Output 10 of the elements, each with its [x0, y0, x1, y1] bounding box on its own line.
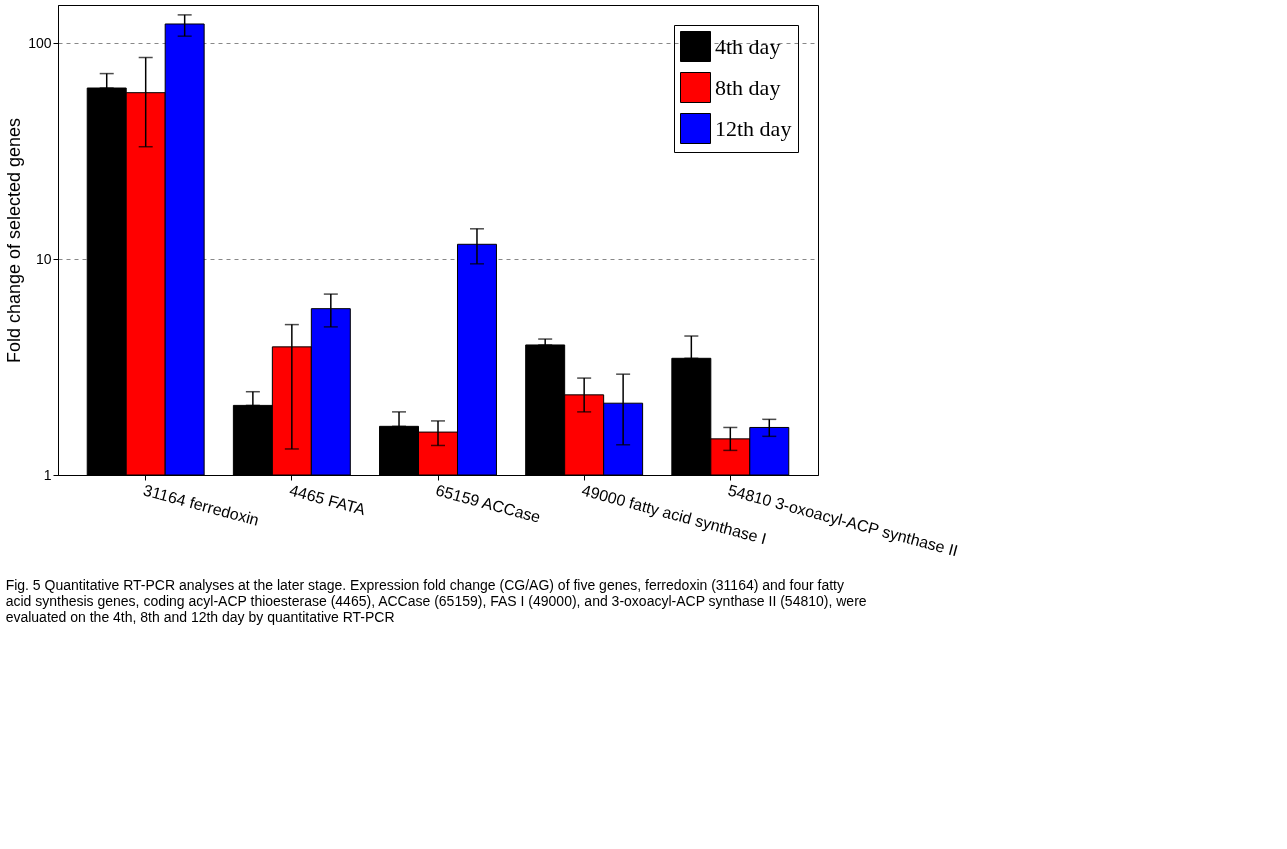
- y-tick-label: 100: [28, 34, 52, 51]
- x-tick-label: 65159 ACCase: [433, 481, 543, 526]
- legend-label: 8th day: [715, 74, 781, 100]
- legend-label: 12th day: [715, 115, 792, 141]
- y-axis-title: Fold change of selected genes: [4, 117, 25, 364]
- y-tick-label: 1: [43, 466, 52, 483]
- legend-label: 4th day: [715, 33, 781, 59]
- x-tick-label: 4465 FATA: [287, 481, 368, 519]
- y-tick-label: 10: [35, 250, 52, 267]
- caption: Fig. 5 Quantitative RT-PCR analyses at the later stage. Expression fold change (CG/AG) of five genes, ferredoxin (31164) and four fatty acid synthesis genes, coding acyl-ACP thioesterase (4465), ACCase (65159), FAS I (49000), and 3-oxoacyl-ACP synthase II (54810), were evaluated on the 4th, 8th and 12th day by quantitative RT-PCR: [5, 576, 867, 625]
